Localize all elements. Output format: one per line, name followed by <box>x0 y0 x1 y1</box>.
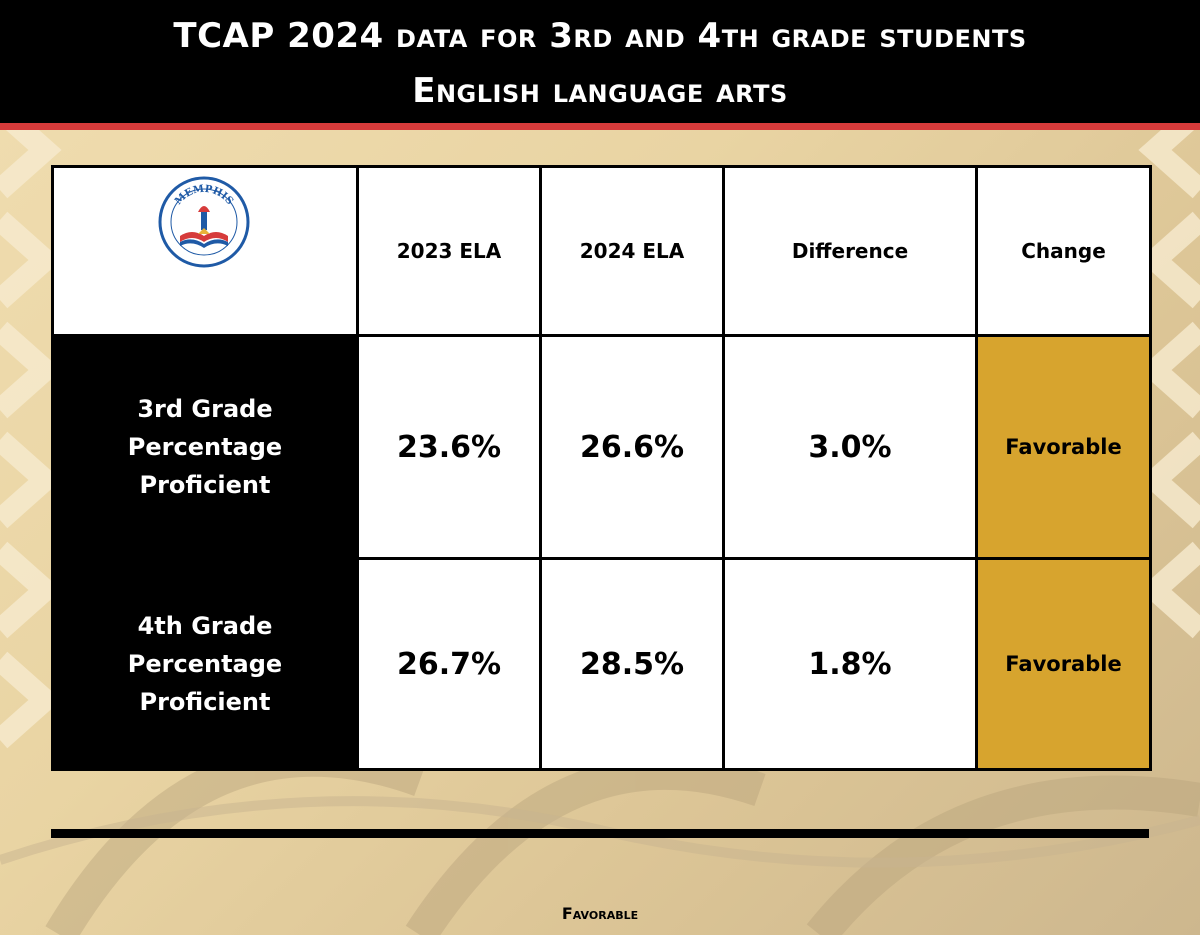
logo-cell: MEMPHIS <box>51 165 359 337</box>
row-label-3rd-grade: 3rd Grade Percentage Proficient <box>51 334 359 560</box>
cell-change-favorable: Favorable <box>975 557 1152 771</box>
divider-line <box>51 829 1149 838</box>
table-row: 4th Grade Percentage Proficient 26.7% 28… <box>51 557 1152 771</box>
column-header-2023-ela: 2023 ELA <box>356 165 542 337</box>
page-subtitle: English language arts <box>412 71 788 111</box>
cell-difference: 1.8% <box>722 557 978 771</box>
cell-2023-ela: 23.6% <box>356 334 542 560</box>
column-header-change: Change <box>975 165 1152 337</box>
title-banner: TCAP 2024 data for 3rd and 4th grade stu… <box>0 0 1200 130</box>
cell-2024-ela: 26.6% <box>539 334 725 560</box>
row-label-line: Percentage <box>127 433 283 461</box>
table-row: 3rd Grade Percentage Proficient 23.6% 26… <box>51 334 1152 560</box>
column-header-difference: Difference <box>722 165 978 337</box>
page-title: TCAP 2024 data for 3rd and 4th grade stu… <box>173 16 1027 56</box>
cell-difference: 3.0% <box>722 334 978 560</box>
district-logo-icon: MEMPHIS <box>158 176 250 268</box>
row-label-line: Proficient <box>139 471 271 499</box>
cell-2023-ela: 26.7% <box>356 557 542 771</box>
row-label-line: 4th Grade <box>137 612 273 640</box>
row-label-line: 3rd Grade <box>137 395 273 423</box>
ela-results-table: MEMPHIS 2023 ELA 2024 ELA Difference Cha… <box>51 165 1152 771</box>
cell-change-favorable: Favorable <box>975 334 1152 560</box>
legend-label: Favorable <box>561 904 639 923</box>
column-header-2024-ela: 2024 ELA <box>539 165 725 337</box>
row-label-line: Percentage <box>127 650 283 678</box>
cell-2024-ela: 28.5% <box>539 557 725 771</box>
row-label-4th-grade: 4th Grade Percentage Proficient <box>51 557 359 771</box>
row-label-line: Proficient <box>139 688 271 716</box>
table-header-row: MEMPHIS 2023 ELA 2024 ELA Difference Cha… <box>51 165 1152 337</box>
